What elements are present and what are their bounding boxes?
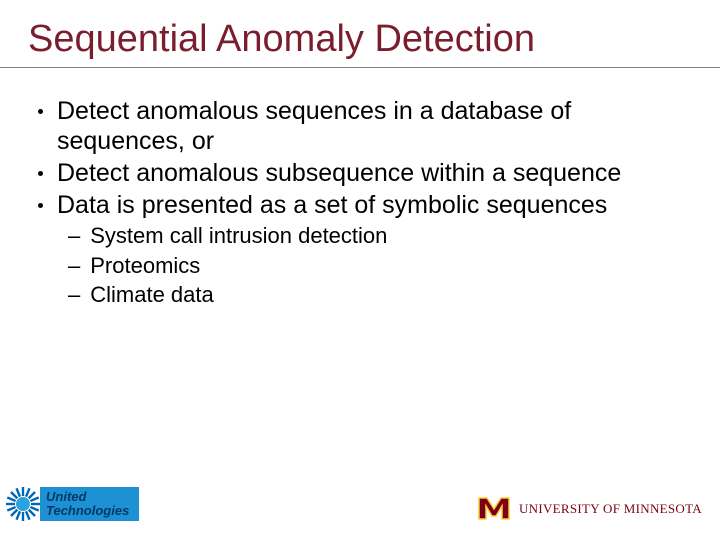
bullet-list: Detect anomalous sequences in a database… (28, 96, 692, 309)
title-rule (0, 67, 720, 68)
united-technologies-label: United Technologies (40, 487, 139, 521)
bullet-text: Detect anomalous sequences in a database… (57, 96, 692, 156)
bullet-item: Detect anomalous sequences in a database… (38, 96, 692, 156)
bullet-item: Detect anomalous subsequence within a se… (38, 158, 692, 188)
bullet-dot-icon (38, 203, 43, 208)
slide: Sequential Anomaly Detection Detect anom… (0, 0, 720, 540)
sunburst-icon (6, 487, 40, 521)
sub-bullet-text: System call intrusion detection (90, 222, 692, 250)
umn-block-m-icon (477, 491, 511, 526)
bullet-text: Detect anomalous subsequence within a se… (57, 158, 692, 188)
bullet-text: Data is presented as a set of symbolic s… (57, 190, 692, 220)
bullet-dot-icon (38, 109, 43, 114)
umn-text: UNIVERSITY OF MINNESOTA (519, 501, 702, 517)
bullet-dot-icon (38, 171, 43, 176)
united-technologies-logo: United Technologies (6, 486, 176, 522)
slide-title: Sequential Anomaly Detection (28, 18, 692, 61)
umn-logo: UNIVERSITY OF MINNESOTA (477, 491, 702, 526)
sub-bullet-text: Proteomics (90, 252, 692, 280)
sub-bullet-item: – Climate data (68, 281, 692, 309)
sub-bullet-item: – Proteomics (68, 252, 692, 280)
bullet-item: Data is presented as a set of symbolic s… (38, 190, 692, 220)
bullet-dash-icon: – (68, 222, 80, 250)
bullet-dash-icon: – (68, 281, 80, 309)
bullet-dash-icon: – (68, 252, 80, 280)
sub-bullet-text: Climate data (90, 281, 692, 309)
ut-line1: United (46, 490, 129, 504)
ut-line2: Technologies (46, 504, 129, 518)
sub-bullet-item: – System call intrusion detection (68, 222, 692, 250)
